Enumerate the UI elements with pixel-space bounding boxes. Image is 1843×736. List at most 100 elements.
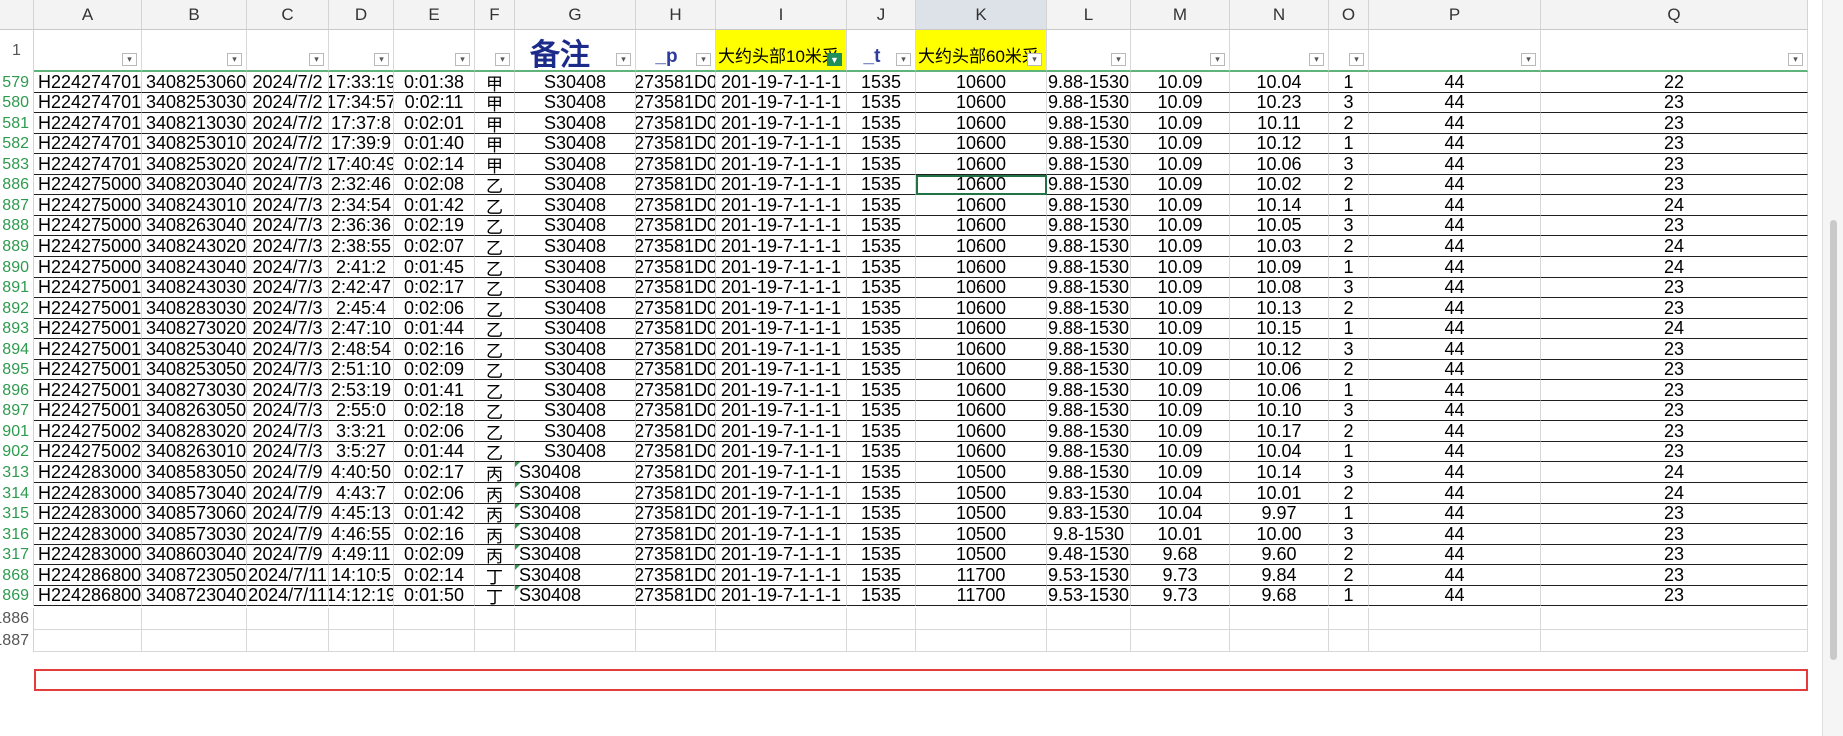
header-cell-q[interactable]: ▾ [1541, 30, 1808, 72]
row-number[interactable]: 886 [0, 175, 34, 195]
column-header-g[interactable]: G [515, 0, 636, 30]
table-cell[interactable]: 9.88-1530 [1047, 175, 1131, 195]
table-cell[interactable]: H22427500100 [34, 278, 142, 298]
table-cell[interactable]: S30408 [515, 195, 636, 216]
table-cell[interactable]: S30408 [515, 93, 636, 113]
table-cell[interactable]: H22427470160 [34, 154, 142, 175]
row-number[interactable]: 896 [0, 380, 34, 401]
table-cell[interactable]: 24 [1541, 462, 1808, 483]
empty-cell[interactable] [34, 608, 142, 630]
table-cell[interactable]: 2024/7/9 [247, 483, 329, 504]
table-cell[interactable]: 2024/7/3 [247, 401, 329, 421]
table-cell[interactable]: 9.88-1530 [1047, 113, 1131, 134]
table-cell[interactable]: 3:3:21 [329, 421, 394, 442]
table-cell[interactable]: 44 [1369, 565, 1541, 586]
table-cell[interactable]: 10.00 [1230, 524, 1329, 545]
table-cell[interactable]: 2024/7/9 [247, 462, 329, 483]
table-cell[interactable]: 34082630100 [142, 442, 247, 462]
table-cell[interactable]: 0:02:08 [394, 175, 475, 195]
table-cell[interactable]: H22428300080 [34, 545, 142, 565]
table-cell[interactable]: 273581D0 [636, 134, 716, 154]
table-cell[interactable]: S30408 [515, 257, 636, 278]
filter-dropdown-icon[interactable]: ▾ [616, 53, 631, 66]
table-cell[interactable]: 10600 [916, 319, 1047, 339]
header-cell-a[interactable]: ▾ [34, 30, 142, 72]
table-cell[interactable]: 34082430200 [142, 236, 247, 257]
table-cell[interactable]: 乙 [475, 421, 515, 442]
table-cell[interactable]: 9.88-1530 [1047, 339, 1131, 360]
filter-dropdown-icon[interactable]: ▾ [227, 53, 242, 66]
table-cell[interactable]: 2 [1329, 360, 1369, 380]
table-cell[interactable]: 14:10:5 [329, 565, 394, 586]
table-cell[interactable]: 乙 [475, 195, 515, 216]
table-cell[interactable]: H22427500110 [34, 298, 142, 319]
table-cell[interactable]: H22428300040 [34, 462, 142, 483]
empty-cell[interactable] [1369, 608, 1541, 630]
table-cell[interactable]: 2:53:19 [329, 380, 394, 401]
table-cell[interactable]: 34082730200 [142, 319, 247, 339]
table-cell[interactable]: H22427500130 [34, 339, 142, 360]
table-cell[interactable]: 乙 [475, 257, 515, 278]
table-cell[interactable]: 2024/7/3 [247, 236, 329, 257]
table-cell[interactable]: S30408 [515, 483, 636, 504]
table-cell[interactable]: 9.88-1530 [1047, 421, 1131, 442]
table-cell[interactable]: 乙 [475, 236, 515, 257]
table-cell[interactable]: 14:12:19 [329, 586, 394, 606]
table-cell[interactable]: 2:55:0 [329, 401, 394, 421]
header-cell-f[interactable]: ▾ [475, 30, 515, 72]
row-number[interactable]: 315 [0, 504, 34, 524]
table-cell[interactable]: 10.09 [1131, 421, 1230, 442]
table-cell[interactable]: S30408 [515, 72, 636, 93]
table-cell[interactable]: 1535 [847, 257, 916, 278]
row-number[interactable]: 1887 [0, 630, 34, 652]
row-number[interactable]: 894 [0, 339, 34, 360]
table-cell[interactable]: 201-19-7-1-1-1 [716, 236, 847, 257]
filter-dropdown-icon[interactable]: ▾ [1027, 53, 1042, 66]
table-cell[interactable]: S30408 [515, 216, 636, 236]
table-cell[interactable]: 24 [1541, 236, 1808, 257]
table-cell[interactable]: 4:46:55 [329, 524, 394, 545]
table-cell[interactable]: 2:45:4 [329, 298, 394, 319]
table-cell[interactable]: 1535 [847, 401, 916, 421]
row-number[interactable]: 316 [0, 524, 34, 545]
table-cell[interactable]: 9.88-1530 [1047, 278, 1131, 298]
table-cell[interactable]: 2 [1329, 298, 1369, 319]
header-cell-b[interactable]: ▾ [142, 30, 247, 72]
table-cell[interactable]: S30408 [515, 380, 636, 401]
table-cell[interactable]: 乙 [475, 319, 515, 339]
table-cell[interactable]: 10.09 [1131, 216, 1230, 236]
table-cell[interactable]: 1535 [847, 565, 916, 586]
table-cell[interactable]: 9.88-1530 [1047, 134, 1131, 154]
table-cell[interactable]: 22 [1541, 72, 1808, 93]
table-cell[interactable]: 乙 [475, 278, 515, 298]
empty-cell[interactable] [916, 630, 1047, 652]
row-number[interactable]: 897 [0, 401, 34, 421]
table-cell[interactable]: H22427500060 [34, 195, 142, 216]
table-cell[interactable]: H22427500050 [34, 175, 142, 195]
table-cell[interactable]: 甲 [475, 72, 515, 93]
table-cell[interactable]: 44 [1369, 216, 1541, 236]
table-cell[interactable]: 24 [1541, 257, 1808, 278]
table-cell[interactable]: S30408 [515, 236, 636, 257]
table-cell[interactable]: 1535 [847, 586, 916, 606]
empty-cell[interactable] [716, 630, 847, 652]
row-number[interactable]: 887 [0, 195, 34, 216]
table-cell[interactable]: 2024/7/3 [247, 360, 329, 380]
table-cell[interactable]: 3 [1329, 278, 1369, 298]
header-cell-d[interactable]: ▾ [329, 30, 394, 72]
table-cell[interactable]: 44 [1369, 545, 1541, 565]
table-cell[interactable]: 34082030400 [142, 175, 247, 195]
table-cell[interactable]: 甲 [475, 93, 515, 113]
table-cell[interactable]: 10.01 [1230, 483, 1329, 504]
select-all-corner[interactable] [0, 0, 34, 30]
table-cell[interactable]: 2024/7/3 [247, 380, 329, 401]
table-cell[interactable]: 201-19-7-1-1-1 [716, 319, 847, 339]
table-cell[interactable]: 0:01:38 [394, 72, 475, 93]
table-cell[interactable]: H22428300060 [34, 504, 142, 524]
table-cell[interactable]: 4:49:11 [329, 545, 394, 565]
table-cell[interactable]: 0:02:19 [394, 216, 475, 236]
table-cell[interactable]: 10.09 [1230, 257, 1329, 278]
table-cell[interactable]: H22428680080 [34, 586, 142, 606]
table-cell[interactable]: S30408 [515, 339, 636, 360]
table-cell[interactable]: S30408 [515, 442, 636, 462]
